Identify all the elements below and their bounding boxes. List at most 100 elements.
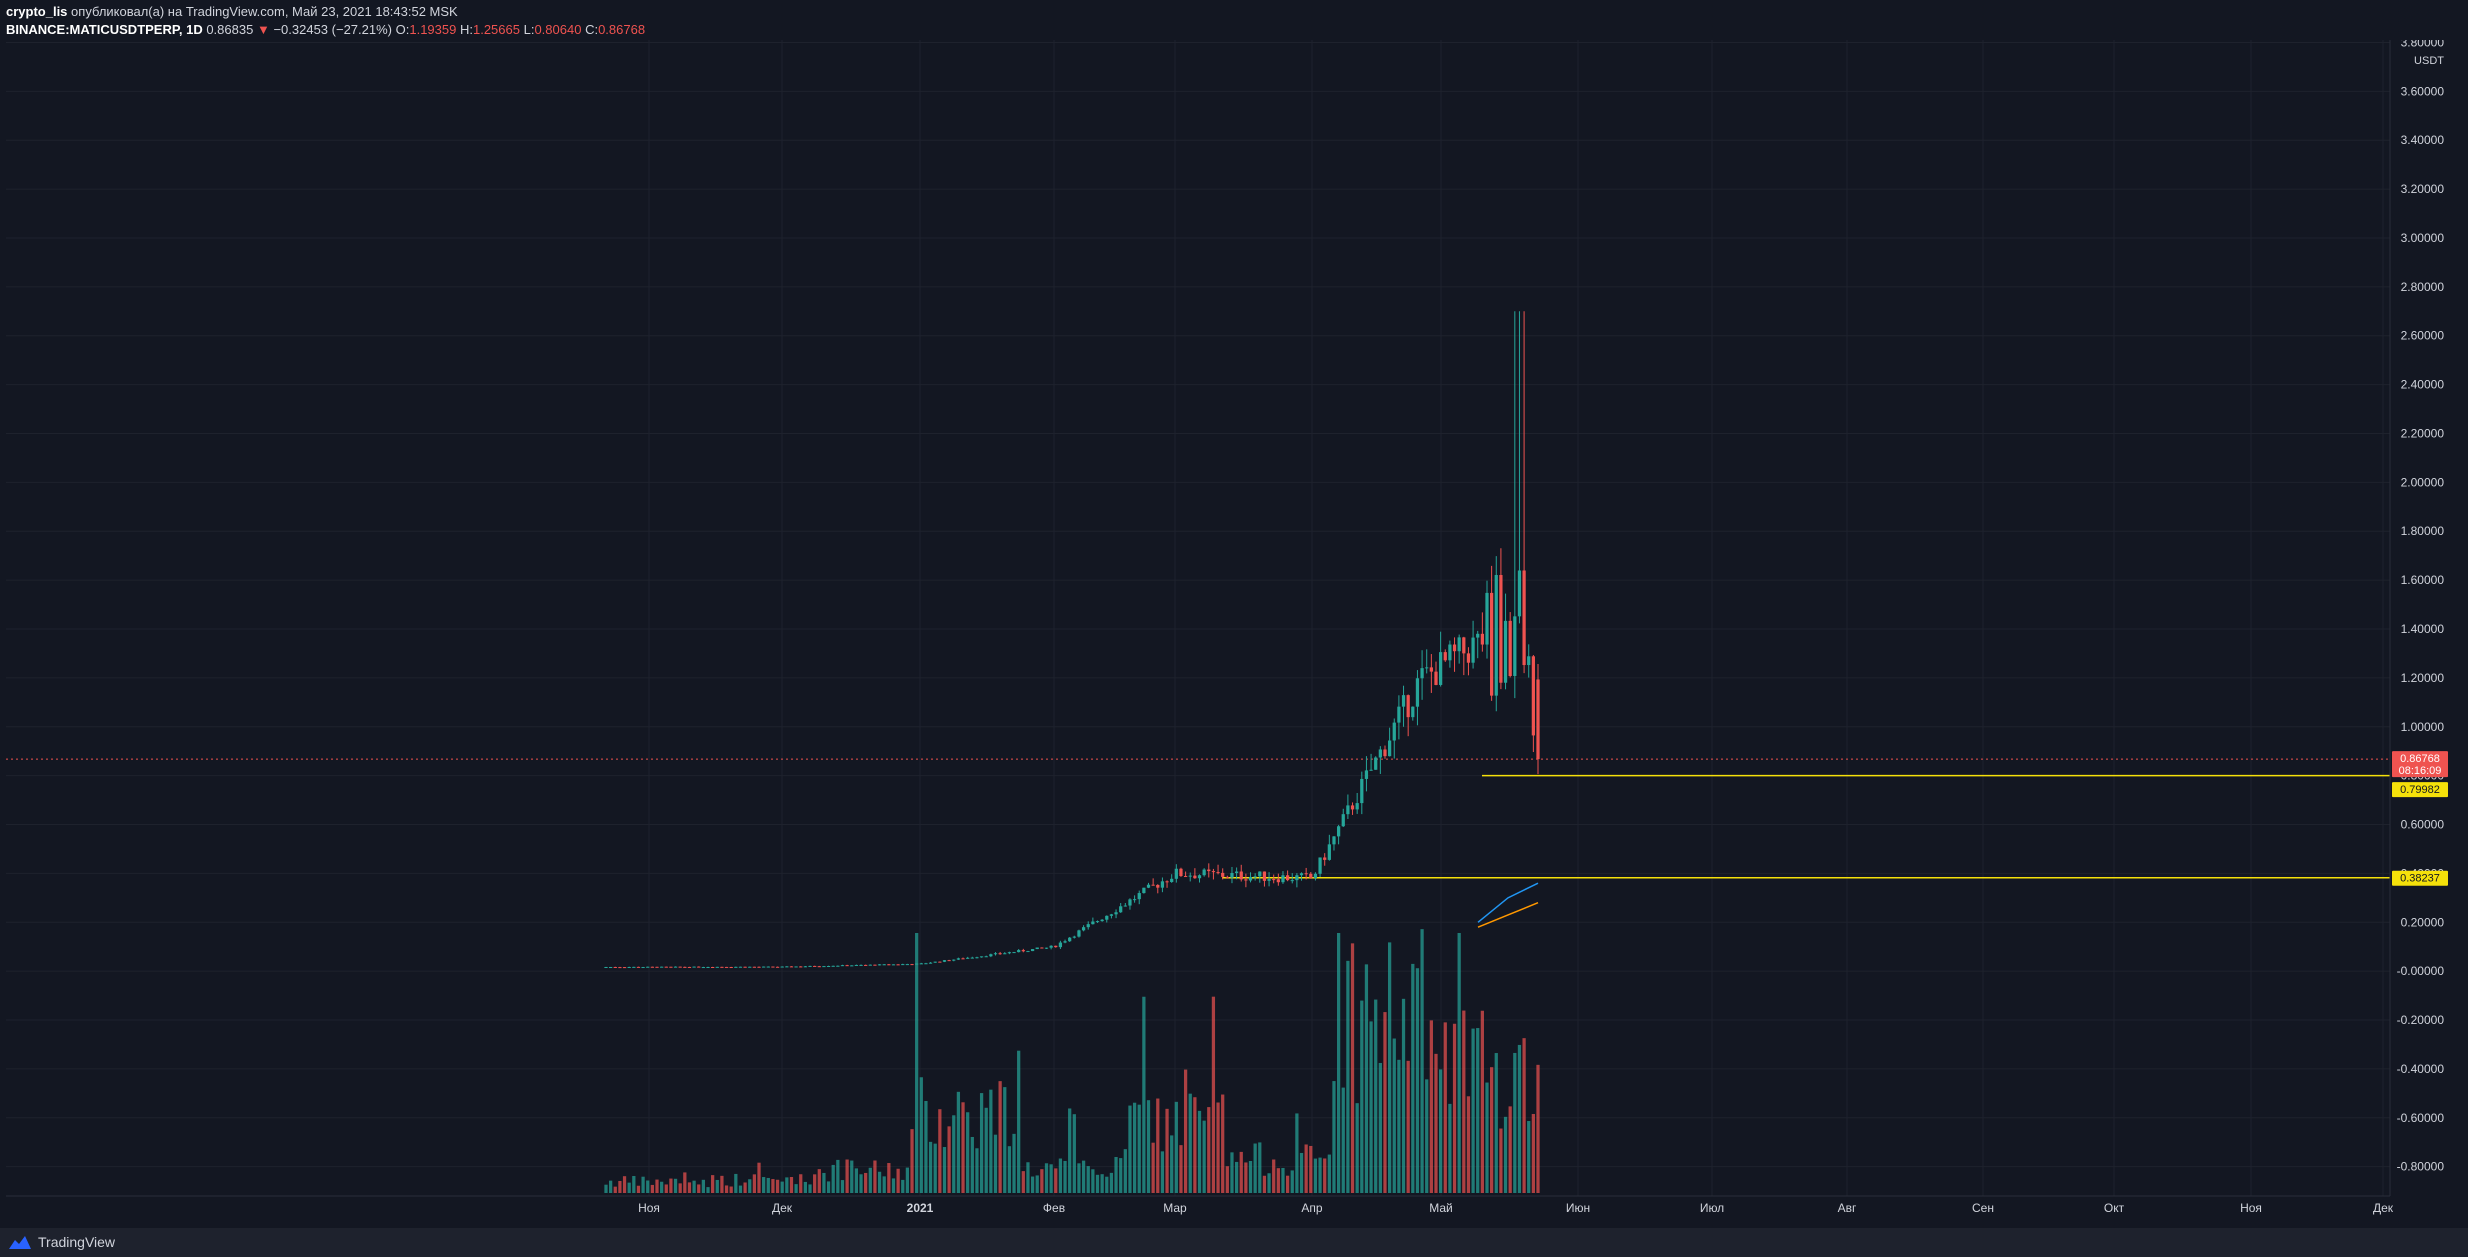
volume-bar bbox=[1146, 1100, 1151, 1193]
volume-bar bbox=[822, 1172, 826, 1193]
candle-body bbox=[1392, 722, 1396, 741]
volume-bar bbox=[1327, 1154, 1331, 1193]
candle-body bbox=[1072, 936, 1076, 938]
candle-body bbox=[966, 957, 970, 959]
candle-body bbox=[655, 966, 659, 968]
price-chart[interactable]: 3.800003.600003.400003.200003.000002.800… bbox=[0, 0, 2468, 1228]
open-value: 1.19359 bbox=[409, 22, 457, 37]
candle-body bbox=[1360, 778, 1364, 804]
volume-bar bbox=[734, 1173, 738, 1193]
volume-bar bbox=[687, 1182, 692, 1193]
candle-body bbox=[738, 966, 743, 968]
price-tick-label: 1.40000 bbox=[2401, 622, 2445, 636]
candle-body bbox=[1049, 945, 1053, 948]
volume-bar bbox=[896, 1168, 900, 1193]
volume-bars bbox=[604, 929, 1540, 1193]
candle-body bbox=[845, 965, 849, 967]
price-tick-label: -0.60000 bbox=[2397, 1111, 2445, 1125]
volume-bar bbox=[1369, 1021, 1373, 1193]
volume-bar bbox=[1174, 1101, 1178, 1193]
candle-body bbox=[896, 964, 900, 966]
candle-body bbox=[989, 954, 993, 957]
volume-bar bbox=[1179, 1145, 1183, 1193]
time-axis[interactable]: Ноя Дек 2021 Фев Мар Апр Май Июн Июл Авг Сен Окт Ноя… bbox=[6, 1195, 2394, 1215]
volume-bar bbox=[1105, 1176, 1109, 1193]
symbol-name[interactable]: BINANCE:MATICUSDTPERP, 1D bbox=[6, 22, 203, 37]
candle-body bbox=[803, 966, 808, 968]
publisher-name[interactable]: crypto_lis bbox=[6, 4, 68, 19]
candle-body bbox=[1114, 912, 1118, 915]
close-label: C: bbox=[585, 22, 599, 37]
volume-bar bbox=[1234, 1161, 1239, 1193]
chart-background bbox=[0, 0, 2468, 1228]
volume-bar bbox=[1003, 1087, 1007, 1193]
candle-body bbox=[1248, 876, 1253, 881]
volume-bar bbox=[1383, 1012, 1387, 1193]
candle-body bbox=[1323, 857, 1327, 860]
volume-bar bbox=[1480, 1010, 1484, 1193]
candle-body bbox=[952, 959, 956, 961]
low-label: L: bbox=[523, 22, 535, 37]
volume-bar bbox=[942, 1147, 947, 1193]
price-tick-label: 1.20000 bbox=[2401, 671, 2445, 685]
volume-bar bbox=[1137, 1104, 1141, 1193]
candle-body bbox=[919, 963, 923, 965]
time-tick-label: Авг bbox=[1838, 1201, 1857, 1215]
volume-bar bbox=[697, 1184, 701, 1193]
candle-body bbox=[1170, 878, 1174, 882]
volume-bar bbox=[646, 1180, 650, 1193]
price-axis[interactable]: 3.800003.600003.400003.200003.000002.800… bbox=[2389, 35, 2468, 1228]
volume-bar bbox=[864, 1172, 868, 1193]
candle-body bbox=[1151, 884, 1155, 886]
brand[interactable]: TradingView bbox=[8, 1234, 115, 1250]
candle-body bbox=[1448, 644, 1452, 661]
candle-body bbox=[743, 966, 747, 968]
candle-body bbox=[1355, 803, 1359, 810]
volume-bar bbox=[882, 1176, 886, 1193]
volume-bar bbox=[1466, 1096, 1471, 1193]
volume-bar bbox=[1387, 942, 1392, 1193]
ma-slow-line bbox=[1477, 902, 1539, 928]
close-value: 0.86768 bbox=[598, 22, 646, 37]
volume-bar bbox=[928, 1141, 933, 1193]
candle-body bbox=[734, 966, 738, 968]
volume-bar bbox=[1513, 1052, 1517, 1193]
candle-body bbox=[1281, 875, 1285, 883]
volume-bar bbox=[1471, 1028, 1475, 1193]
candle-body bbox=[1202, 869, 1206, 876]
volume-bar bbox=[873, 1160, 877, 1193]
volume-bar bbox=[799, 1174, 803, 1193]
candle-body bbox=[887, 964, 891, 966]
volume-bar bbox=[854, 1168, 859, 1193]
volume-bar bbox=[1411, 963, 1415, 1193]
volume-bar bbox=[669, 1178, 673, 1193]
volume-bar bbox=[692, 1180, 696, 1193]
candle-body bbox=[1119, 906, 1123, 913]
volume-bar bbox=[1086, 1166, 1090, 1193]
candle-body bbox=[826, 966, 831, 968]
volume-bar bbox=[1299, 1152, 1304, 1193]
chart-footer: TradingView bbox=[0, 1228, 2468, 1257]
volume-bar bbox=[757, 1162, 761, 1193]
volume-bar bbox=[1397, 1059, 1401, 1193]
volume-bar bbox=[1063, 1160, 1067, 1193]
candle-body bbox=[1234, 871, 1239, 874]
volume-bar bbox=[1295, 1113, 1299, 1193]
volume-bar bbox=[1114, 1156, 1118, 1193]
candle-body bbox=[1374, 757, 1378, 770]
candle-body bbox=[975, 957, 979, 959]
candle-body bbox=[636, 966, 641, 968]
candle-body bbox=[1160, 881, 1165, 888]
candle-body bbox=[1063, 941, 1067, 943]
volume-bar bbox=[632, 1176, 636, 1193]
candle-body bbox=[1216, 872, 1220, 874]
candle-body bbox=[1197, 875, 1202, 879]
candle-body bbox=[882, 964, 886, 966]
volume-bar bbox=[604, 1184, 608, 1193]
candle-body bbox=[1318, 857, 1322, 874]
candle-body bbox=[1513, 616, 1517, 676]
price-tick-label: -0.80000 bbox=[2397, 1160, 2445, 1174]
chart-header: crypto_lis опубликовал(а) на TradingView… bbox=[0, 0, 2468, 40]
volume-bar bbox=[743, 1182, 747, 1193]
volume-bar bbox=[1374, 999, 1378, 1193]
